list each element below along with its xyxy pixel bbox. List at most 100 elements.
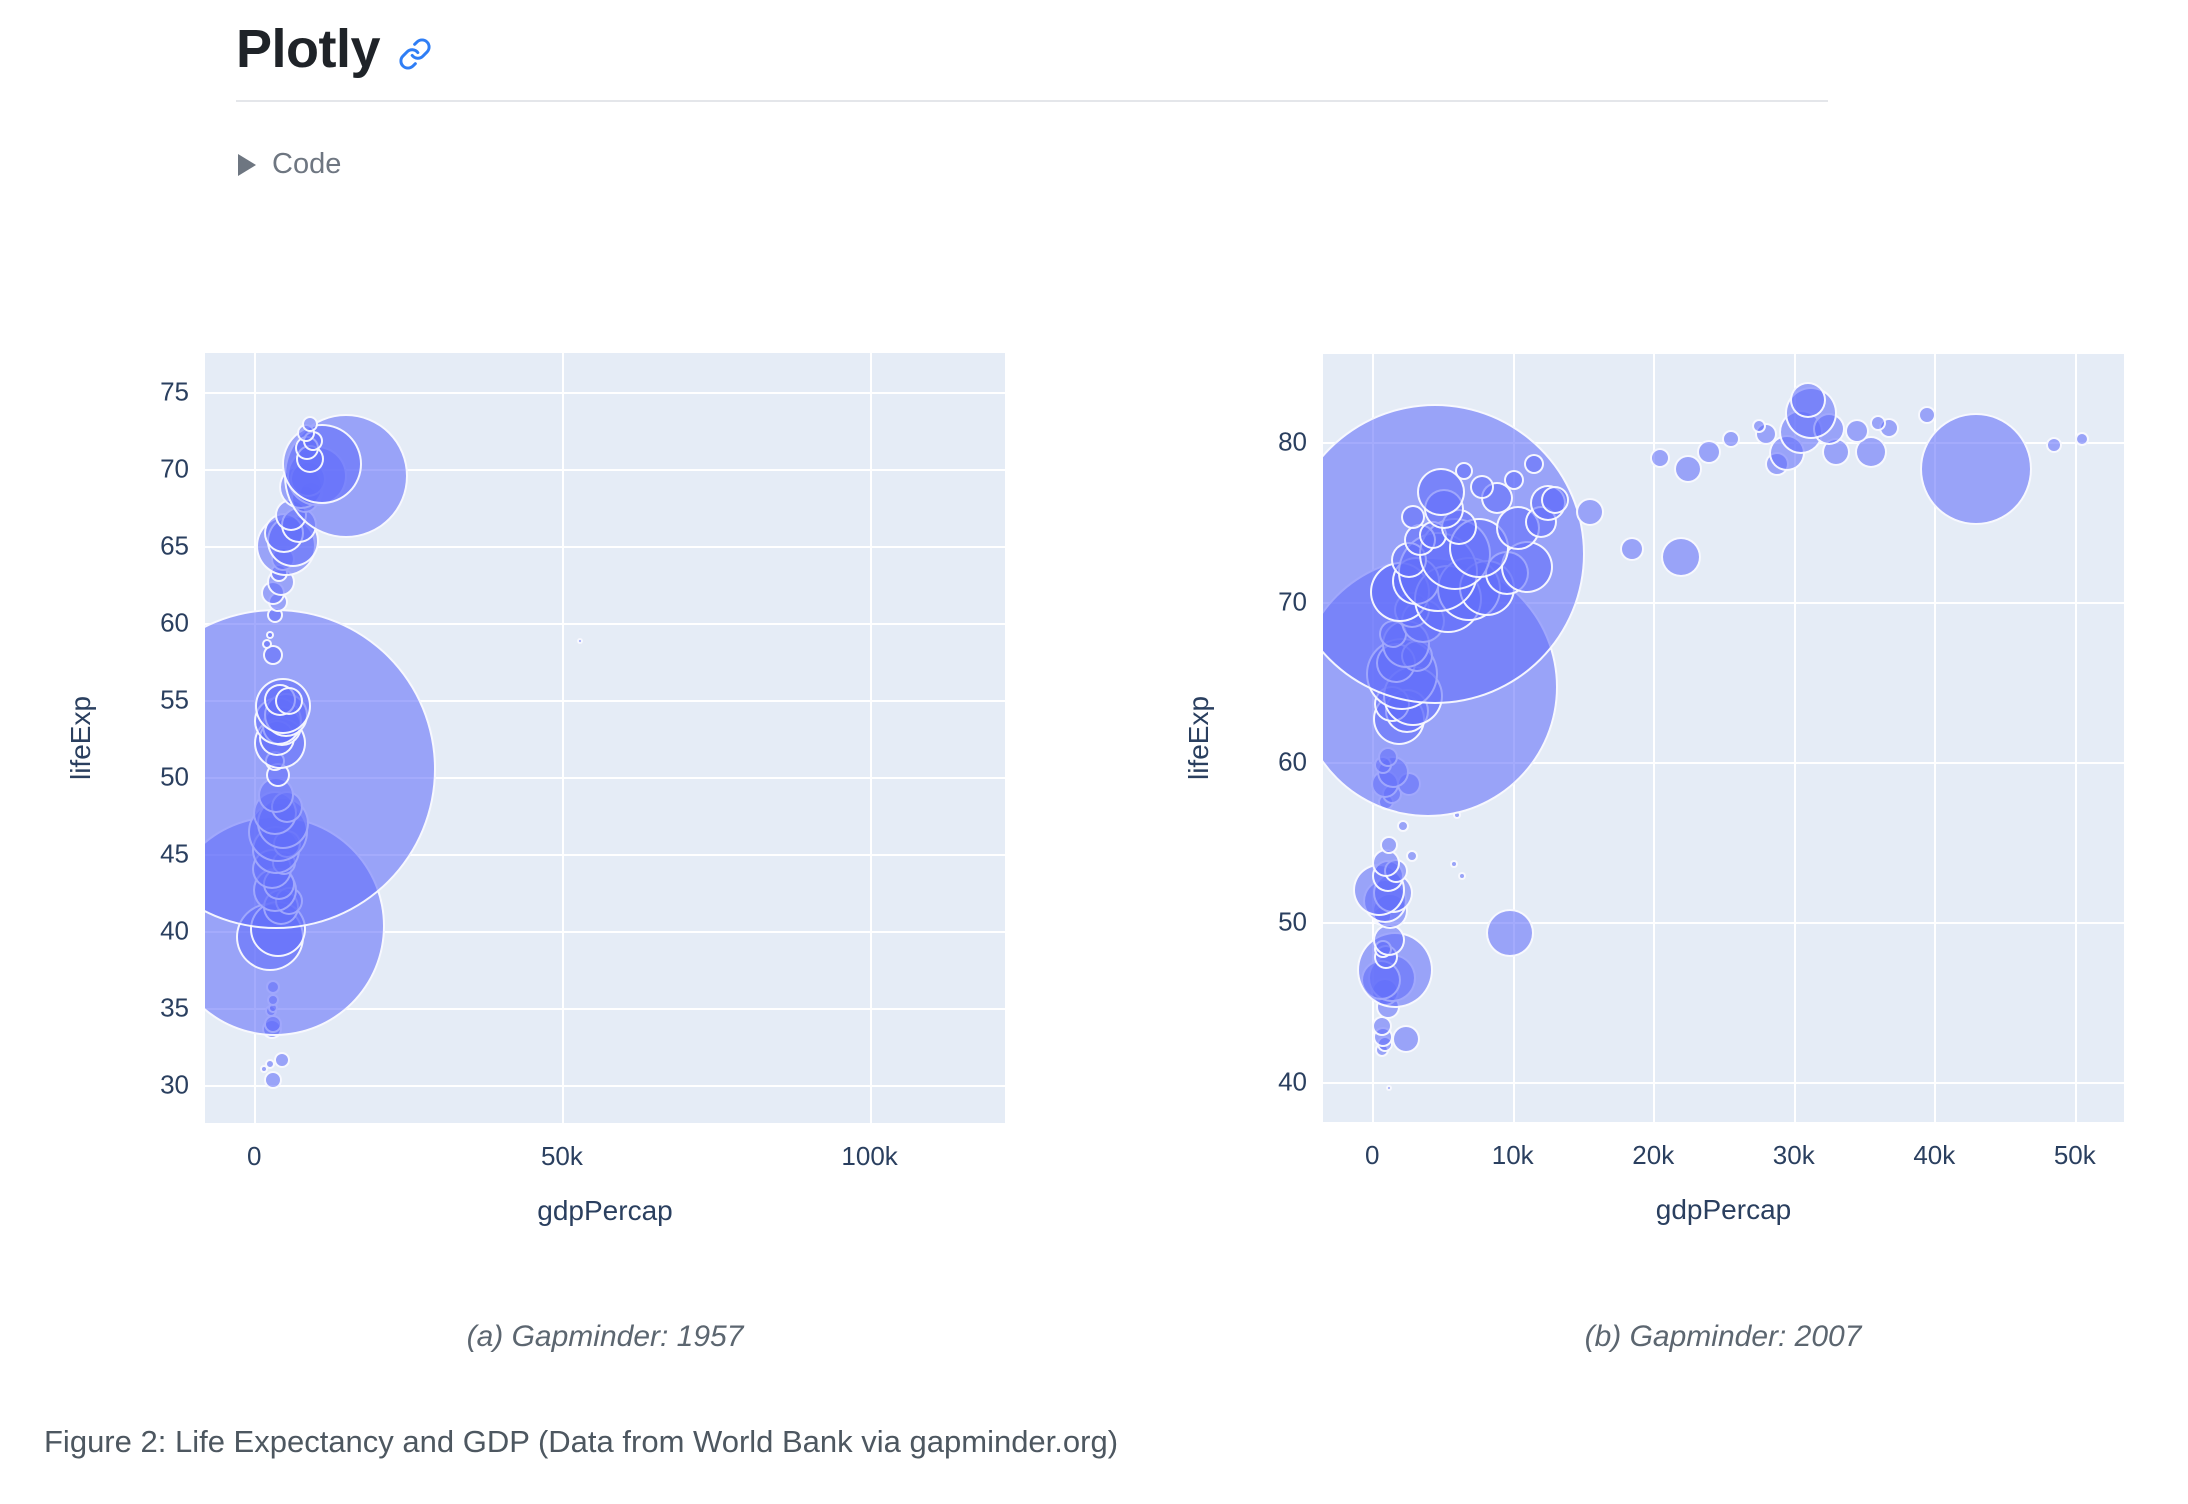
scatter-bubble[interactable] — [1870, 414, 1887, 431]
x-axis-title-2007: gdpPercap — [1655, 1194, 1792, 1225]
x-tick-label: 40k — [1913, 1140, 1956, 1170]
scatter-bubble[interactable] — [1397, 820, 1410, 832]
y-axis-title-1957: lifeExp — [65, 695, 96, 781]
scatter-bubble[interactable] — [1386, 1085, 1393, 1092]
y-tick-label: 50 — [160, 761, 189, 791]
y-tick-label: 60 — [160, 607, 189, 637]
scatter-bubble[interactable] — [1576, 498, 1604, 527]
scatter-bubble[interactable] — [302, 415, 319, 432]
gridline-horizontal — [1323, 762, 2124, 764]
page-header: Plotly — [236, 14, 1828, 110]
gridline-horizontal — [205, 468, 1005, 471]
scatter-bubble[interactable] — [1650, 448, 1671, 468]
y-tick-label: 60 — [1278, 746, 1307, 777]
title-row: Plotly — [236, 14, 1828, 86]
x-axis-title-1957: gdpPercap — [537, 1195, 673, 1226]
gridline-vertical — [869, 353, 872, 1123]
scatter-bubble[interactable] — [1845, 418, 1869, 443]
x-tick-label: 100k — [841, 1141, 898, 1171]
scatter-bubble[interactable] — [263, 1070, 282, 1089]
triangle-right-icon — [238, 153, 256, 176]
scatter-bubble[interactable] — [261, 639, 272, 650]
scatter-bubble[interactable] — [1380, 836, 1399, 855]
scatter-bubble[interactable] — [1620, 537, 1645, 562]
scatter-bubble[interactable] — [2074, 431, 2089, 446]
gridline-vertical — [2074, 354, 2077, 1122]
x-tick-label: 20k — [1632, 1140, 1675, 1170]
gridline-horizontal — [205, 776, 1005, 779]
scatter-bubble[interactable] — [1540, 485, 1569, 514]
scatter-bubble[interactable] — [577, 637, 584, 644]
subcaption-2007: (b) Gapminder: 2007 — [1584, 1320, 1862, 1353]
gridline-horizontal — [205, 699, 1005, 702]
plot-area-2007[interactable] — [1323, 354, 2124, 1122]
scatter-bubble[interactable] — [1504, 470, 1525, 491]
scatter-bubble[interactable] — [1400, 505, 1425, 530]
scatter-bubble[interactable] — [273, 1051, 290, 1068]
scatter-bubble[interactable] — [1454, 461, 1473, 480]
scatter-bubble[interactable] — [1789, 382, 1826, 419]
gridline-vertical — [1793, 354, 1796, 1122]
y-tick-label: 55 — [160, 684, 189, 714]
scatter-bubble[interactable] — [1661, 537, 1702, 578]
y-tick-label: 30 — [160, 1069, 189, 1099]
scatter-bubble[interactable] — [262, 644, 283, 665]
scatter-bubble[interactable] — [1485, 909, 1534, 958]
gridline-horizontal — [205, 622, 1005, 625]
y-tick-label: 35 — [160, 992, 189, 1022]
scatter-bubble[interactable] — [1458, 871, 1467, 880]
link-icon[interactable] — [398, 37, 432, 71]
x-tick-label: 50k — [540, 1141, 583, 1171]
y-tick-label: 40 — [160, 915, 189, 945]
y-tick-label: 65 — [160, 530, 189, 560]
scatter-bubble[interactable] — [1405, 850, 1418, 863]
figure-caption: Figure 2: Life Expectancy and GDP (Data … — [44, 1424, 1119, 1459]
scatter-bubble[interactable] — [1674, 455, 1703, 484]
subcaption-1957: (a) Gapminder: 1957 — [466, 1320, 744, 1353]
scatter-bubble[interactable] — [1918, 405, 1937, 424]
gridline-horizontal — [205, 391, 1005, 394]
scatter-bubble[interactable] — [1721, 429, 1740, 448]
gridline-vertical — [561, 353, 564, 1123]
plot-area-1957[interactable] — [205, 353, 1005, 1123]
code-fold-label: Code — [272, 148, 342, 180]
scatter-bubble[interactable] — [260, 1065, 269, 1074]
y-tick-label: 70 — [1278, 586, 1307, 617]
gridline-vertical — [1934, 354, 1937, 1122]
gridline-horizontal — [205, 930, 1005, 933]
scatter-bubble[interactable] — [1449, 860, 1458, 869]
x-tick-label: 0 — [246, 1141, 262, 1171]
scatter-bubble[interactable] — [1391, 1024, 1420, 1053]
scatter-bubble[interactable] — [1697, 439, 1722, 464]
page-title: Plotly — [236, 19, 381, 80]
y-tick-label: 50 — [1278, 906, 1307, 937]
y-axis-title-2007: lifeExp — [1183, 695, 1214, 781]
x-tick-label: 30k — [1772, 1140, 1815, 1170]
scatter-bubble[interactable] — [1919, 413, 2032, 526]
title-divider — [236, 100, 1828, 102]
y-tick-label: 75 — [160, 376, 189, 406]
gridline-vertical — [1653, 354, 1656, 1122]
scatter-bubble[interactable] — [205, 608, 436, 929]
scatter-bubble[interactable] — [274, 687, 303, 716]
scatter-bubble[interactable] — [265, 630, 274, 639]
y-tick-label: 45 — [160, 838, 189, 868]
gridline-horizontal — [205, 1007, 1005, 1010]
gridline-horizontal — [1323, 602, 2124, 604]
scatter-bubble[interactable] — [1751, 419, 1766, 433]
y-tick-label: 80 — [1278, 426, 1307, 457]
gridline-horizontal — [205, 545, 1005, 548]
x-tick-label: 10k — [1491, 1140, 1534, 1170]
x-tick-label: 50k — [2053, 1140, 2096, 1170]
code-fold-toggle[interactable]: Code — [238, 148, 341, 181]
gridline-horizontal — [205, 1084, 1005, 1087]
scatter-bubble[interactable] — [264, 1059, 275, 1070]
scatter-bubble[interactable] — [1469, 474, 1494, 499]
y-tick-label: 40 — [1278, 1066, 1307, 1097]
scatter-bubble[interactable] — [1372, 1016, 1393, 1036]
gridline-horizontal — [1323, 1082, 2124, 1084]
scatter-bubble[interactable] — [1523, 454, 1544, 475]
scatter-bubble[interactable] — [2045, 437, 2062, 454]
x-tick-label: 0 — [1364, 1140, 1380, 1170]
